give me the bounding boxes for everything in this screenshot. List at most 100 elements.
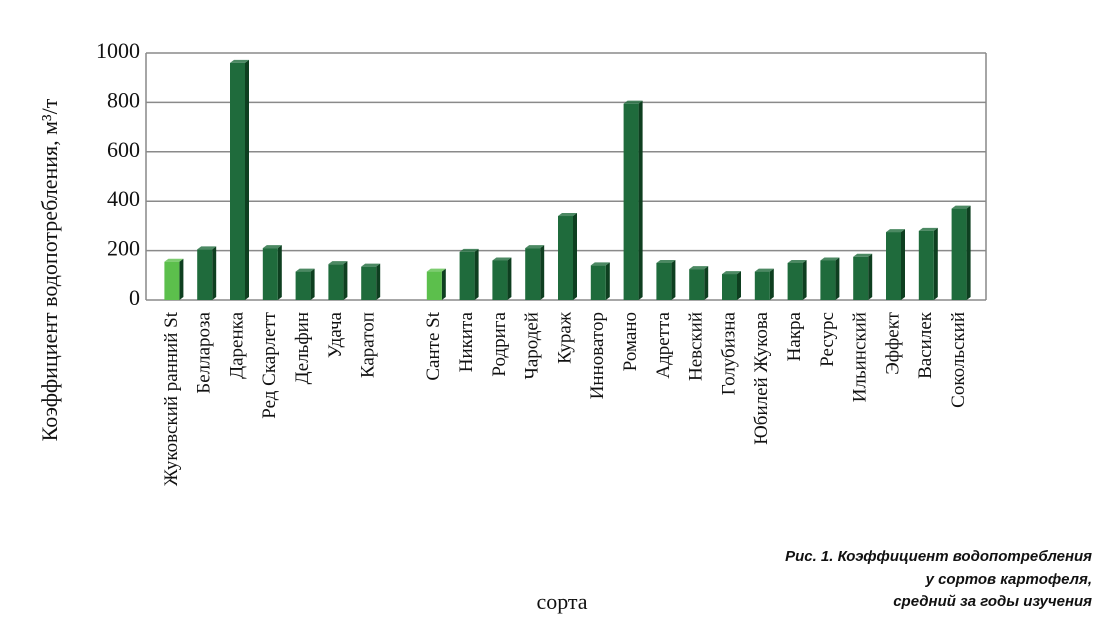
bar-side [966, 205, 971, 300]
bar-top [951, 205, 971, 209]
caption: Рис. 1. Коэффициент водопотребления [785, 548, 1092, 565]
bar [689, 269, 705, 300]
y-tick-label: 0 [129, 285, 140, 310]
bar-side [474, 248, 479, 300]
x-tick-label: Эффект [882, 311, 903, 374]
y-tick-label: 200 [107, 236, 140, 261]
bar-side [507, 257, 512, 300]
bar-top [656, 259, 676, 263]
bar-top [164, 258, 184, 262]
bar [590, 265, 606, 300]
x-tick-label: Сокольский [948, 312, 969, 408]
bar-side [573, 213, 577, 300]
bar-top [754, 268, 774, 272]
bar [230, 62, 245, 300]
bar-top [426, 268, 446, 272]
bar-side [671, 259, 676, 300]
bar [492, 260, 508, 300]
x-tick-label: Дельфин [292, 312, 313, 384]
x-tick-label: Жуковский ранний St [161, 311, 182, 486]
x-tick-label: Юбилей Жукова [751, 311, 772, 444]
x-tick-label: Кураж [554, 311, 575, 364]
caption: средний за годы изучения [893, 593, 1092, 610]
bar [951, 208, 967, 300]
bar-top [328, 261, 348, 265]
bar [918, 230, 934, 300]
x-tick-label: Инноватор [587, 312, 608, 399]
bar [754, 271, 770, 300]
x-tick-label: Голубизна [718, 311, 739, 395]
bar [558, 216, 573, 300]
bar-top [197, 246, 217, 250]
bar-side [605, 262, 610, 300]
y-tick-label: 400 [107, 186, 140, 211]
bar-side [868, 253, 873, 300]
bar-top [918, 227, 938, 231]
bar-side [540, 245, 545, 300]
bar-top [558, 213, 577, 217]
bar-top [361, 263, 381, 267]
y-tick-label: 1000 [96, 38, 140, 63]
x-tick-label: Невский [686, 312, 707, 381]
bar-side [277, 245, 282, 300]
bar-side [901, 229, 905, 300]
caption: у сортов картофеля, [925, 571, 1092, 588]
x-tick-label: Даренка [226, 311, 247, 378]
bar-side [310, 268, 315, 300]
bar [328, 264, 344, 300]
bar-top [525, 245, 545, 249]
bar-side [212, 246, 217, 300]
x-tick-label: Санте St [423, 311, 444, 380]
bar-top [295, 268, 315, 272]
x-tick-label: Удача [325, 311, 346, 358]
bar-top [623, 100, 643, 104]
x-axis-label: сорта [536, 589, 587, 614]
bar-side [376, 263, 381, 300]
bar [820, 260, 836, 300]
x-tick-label: Ильинский [850, 312, 871, 402]
bar-top [787, 259, 807, 263]
bar [361, 266, 377, 300]
bar [197, 249, 213, 300]
bar-top [820, 257, 840, 261]
bar-side [343, 261, 348, 300]
bar-top [722, 271, 741, 275]
bar-top [262, 245, 282, 249]
bar-top [230, 59, 249, 63]
x-tick-label: Накра [784, 311, 805, 361]
bar-side [704, 266, 709, 300]
bar [295, 271, 311, 300]
bar [525, 248, 541, 300]
bar-side [802, 259, 807, 300]
bar-top [492, 257, 512, 261]
x-tick-label: Чародей [522, 312, 543, 380]
bar-top [853, 253, 873, 257]
bar-side [245, 59, 249, 300]
bar [426, 271, 442, 300]
x-tick-label: Беллароза [194, 311, 215, 393]
bar [787, 262, 803, 300]
bar-side [769, 268, 774, 300]
x-tick-label: Адретта [653, 311, 674, 378]
bar-side [933, 227, 938, 300]
bar [459, 251, 475, 300]
x-tick-label: Родрига [489, 311, 510, 376]
bar [722, 274, 737, 300]
bar-side [737, 271, 741, 300]
bar [853, 256, 869, 300]
y-tick-label: 600 [107, 137, 140, 162]
bar [656, 262, 672, 300]
bar-top [886, 229, 905, 233]
x-tick-label: Василек [915, 311, 936, 379]
y-axis-label: Коэффициент водопотребления, м³/т [37, 98, 62, 441]
x-tick-label: Никита [456, 311, 477, 372]
bar-side [638, 100, 643, 300]
bar-top [590, 262, 610, 266]
bar [623, 103, 639, 300]
bar [164, 261, 180, 300]
x-tick-label: Ресурс [817, 312, 838, 367]
bar-top [689, 266, 709, 270]
bar [886, 232, 901, 300]
bar-top [459, 248, 479, 252]
